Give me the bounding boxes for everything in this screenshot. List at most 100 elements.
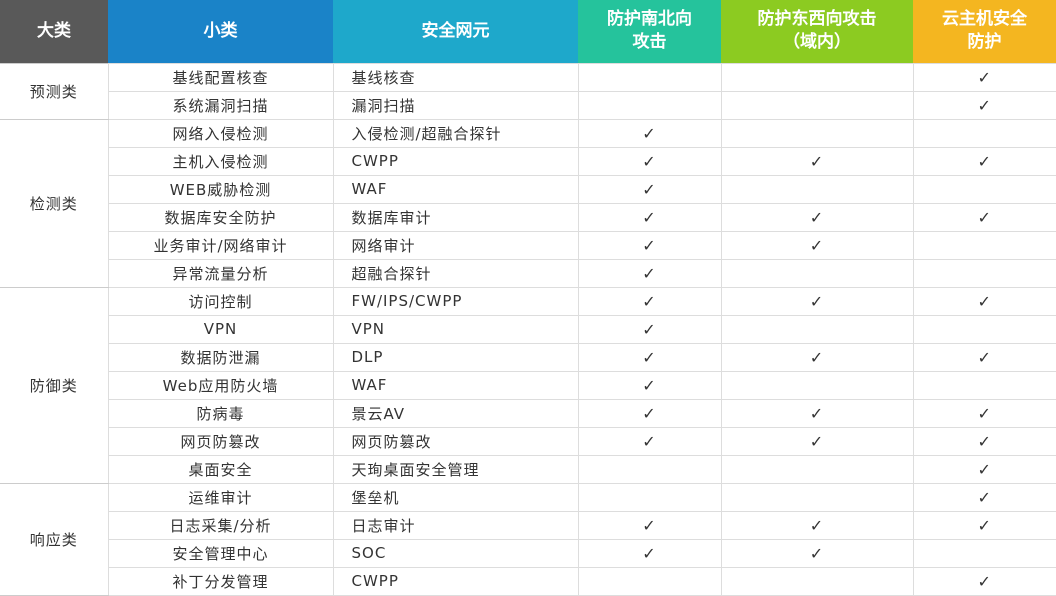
- header-label: 云主机安全防护: [942, 9, 1027, 53]
- element-cell: 网页防篡改: [332, 426, 579, 456]
- check-icon: ✓: [642, 431, 657, 451]
- element-cell: 基线核查: [332, 62, 579, 92]
- check-icon: ✓: [809, 235, 825, 255]
- north-south-cell: ✓: [577, 398, 722, 428]
- subcategory-cell: 系统漏洞扫描: [107, 90, 334, 120]
- north-south-cell: [577, 62, 722, 92]
- north-south-cell: [577, 454, 722, 484]
- check-icon: ✓: [809, 291, 825, 311]
- check-icon: ✓: [977, 431, 992, 451]
- check-icon: ✓: [977, 459, 992, 479]
- table-row: 桌面安全 天珣桌面安全管理 ✓: [0, 454, 1056, 484]
- cloud-host-cell: [912, 230, 1056, 260]
- table-row: 补丁分发管理 CWPP ✓: [0, 566, 1056, 596]
- header-label: 大类: [37, 20, 71, 41]
- element-cell: CWPP: [332, 146, 579, 176]
- east-west-cell: ✓: [720, 538, 914, 568]
- east-west-cell: ✓: [720, 342, 914, 372]
- cloud-host-cell: ✓: [912, 342, 1056, 372]
- cloud-host-cell: ✓: [912, 454, 1056, 484]
- north-south-cell: ✓: [577, 258, 722, 288]
- check-icon: ✓: [809, 347, 825, 367]
- subcategory-cell: 访问控制: [107, 286, 334, 316]
- east-west-cell: ✓: [720, 510, 914, 540]
- east-west-cell: ✓: [720, 286, 914, 316]
- cloud-host-cell: ✓: [912, 286, 1056, 316]
- north-south-cell: [577, 90, 722, 120]
- subcategory-cell: VPN: [107, 314, 334, 344]
- cloud-host-cell: [912, 538, 1056, 568]
- element-cell: WAF: [332, 174, 579, 204]
- check-icon: ✓: [977, 571, 992, 591]
- check-icon: ✓: [809, 207, 825, 227]
- table-row: 主机入侵检测 CWPP ✓ ✓ ✓: [0, 146, 1056, 176]
- north-south-cell: ✓: [577, 286, 722, 316]
- table-row: 检测类 网络入侵检测 入侵检测/超融合探针 ✓: [0, 118, 1056, 288]
- east-west-cell: [720, 258, 914, 288]
- table-row: 防病毒 景云AV ✓ ✓ ✓: [0, 398, 1056, 428]
- element-cell: CWPP: [332, 566, 579, 596]
- north-south-cell: ✓: [577, 370, 722, 400]
- east-west-cell: ✓: [720, 202, 914, 232]
- header-label: 小类: [203, 20, 238, 41]
- check-icon: ✓: [809, 403, 825, 423]
- cloud-host-cell: [912, 118, 1056, 148]
- subcategory-cell: 业务审计/网络审计: [107, 230, 334, 260]
- check-icon: ✓: [977, 403, 992, 423]
- table-row: 预测类 基线配置核查 基线核查 ✓: [0, 62, 1056, 120]
- east-west-cell: ✓: [720, 230, 914, 260]
- north-south-cell: [577, 482, 722, 512]
- east-west-cell: ✓: [720, 426, 914, 456]
- north-south-cell: ✓: [577, 538, 722, 568]
- check-icon: ✓: [977, 207, 992, 227]
- check-icon: ✓: [809, 515, 825, 535]
- cloud-host-cell: ✓: [912, 510, 1056, 540]
- subcategory-cell: 网络入侵检测: [107, 118, 334, 148]
- check-icon: ✓: [642, 235, 657, 255]
- check-icon: ✓: [642, 347, 657, 367]
- element-cell: 数据库审计: [332, 202, 579, 232]
- subcategory-cell: 桌面安全: [107, 454, 334, 484]
- check-icon: ✓: [977, 291, 992, 311]
- subcategory-cell: 网页防篡改: [107, 426, 334, 456]
- table-row: Web应用防火墙 WAF ✓: [0, 370, 1056, 400]
- north-south-cell: [577, 566, 722, 596]
- check-icon: ✓: [642, 291, 657, 311]
- check-icon: ✓: [642, 179, 657, 199]
- subcategory-cell: 防病毒: [107, 398, 334, 428]
- east-west-cell: [720, 174, 914, 204]
- cloud-host-cell: ✓: [912, 398, 1056, 428]
- cloud-host-cell: [912, 174, 1056, 204]
- header-subcategory: 小类: [108, 0, 333, 63]
- header-east-west: 防护东西向攻击（域内）: [721, 0, 913, 63]
- east-west-cell: [720, 370, 914, 400]
- cloud-host-cell: [912, 314, 1056, 344]
- east-west-cell: [720, 454, 914, 484]
- north-south-cell: ✓: [577, 202, 722, 232]
- east-west-cell: [720, 566, 914, 596]
- check-icon: ✓: [977, 347, 992, 367]
- cloud-host-cell: ✓: [912, 146, 1056, 176]
- element-cell: 天珣桌面安全管理: [332, 454, 579, 484]
- cloud-host-cell: ✓: [912, 62, 1056, 92]
- header-category: 大类: [0, 0, 108, 63]
- table-row: 异常流量分析 超融合探针 ✓: [0, 258, 1056, 288]
- element-cell: SOC: [332, 538, 579, 568]
- subcategory-cell: 运维审计: [107, 482, 334, 512]
- north-south-cell: ✓: [577, 230, 722, 260]
- north-south-cell: ✓: [577, 314, 722, 344]
- check-icon: ✓: [642, 543, 657, 563]
- cloud-host-cell: ✓: [912, 426, 1056, 456]
- east-west-cell: [720, 90, 914, 120]
- north-south-cell: ✓: [577, 426, 722, 456]
- subcategory-cell: 日志采集/分析: [107, 510, 334, 540]
- header-north-south: 防护南北向攻击: [578, 0, 721, 63]
- cloud-host-cell: [912, 370, 1056, 400]
- cloud-host-cell: [912, 258, 1056, 288]
- element-cell: 网络审计: [332, 230, 579, 260]
- element-cell: 入侵检测/超融合探针: [332, 118, 579, 148]
- subcategory-cell: WEB威胁检测: [107, 174, 334, 204]
- table-row: 系统漏洞扫描 漏洞扫描 ✓: [0, 90, 1056, 120]
- table-row: 数据防泄漏 DLP ✓ ✓ ✓: [0, 342, 1056, 372]
